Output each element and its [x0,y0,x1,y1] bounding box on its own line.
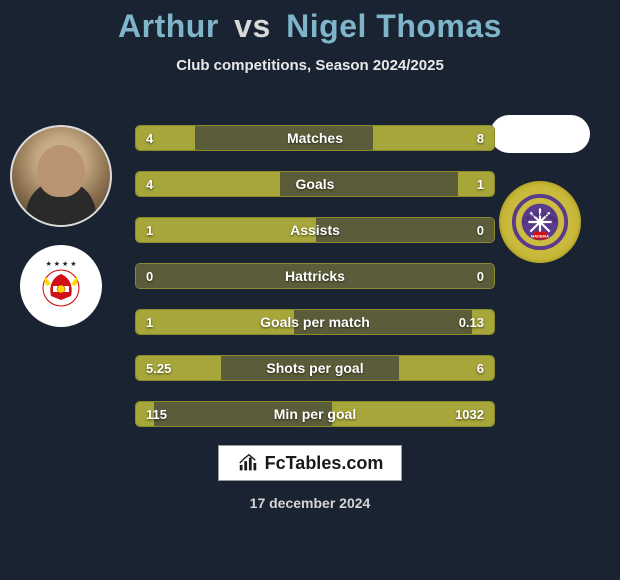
vs-label: vs [234,8,271,44]
stat-label: Goals [136,172,494,196]
stat-label: Shots per goal [136,356,494,380]
brand-text: FcTables.com [265,453,384,474]
svg-text:★ ★ ★ ★: ★ ★ ★ ★ [46,260,77,268]
stat-label: Assists [136,218,494,242]
player2-club-badge: MADEIRA C.D. NACIONAL [499,181,581,263]
stat-row: 48Matches [135,125,495,151]
player2-placeholder [490,115,590,153]
stat-row: 41Goals [135,171,495,197]
comparison-title: Arthur vs Nigel Thomas [0,0,620,45]
stat-label: Hattricks [136,264,494,288]
stat-label: Min per goal [136,402,494,426]
chart-icon [237,452,259,474]
svg-text:MADEIRA: MADEIRA [531,234,549,238]
player1-name: Arthur [118,8,219,44]
player1-photo [10,125,112,227]
stat-bars: 48Matches 41Goals 10Assists 00Hattricks 10.1… [135,125,495,427]
player1-club-badge: ★ ★ ★ ★ [20,245,102,327]
stat-label: Goals per match [136,310,494,334]
stat-row: 10.13Goals per match [135,309,495,335]
date-label: 17 december 2024 [250,495,371,511]
brand-badge: FcTables.com [218,445,403,481]
stat-label: Matches [136,126,494,150]
stat-row: 10Assists [135,217,495,243]
footer: FcTables.com 17 december 2024 [0,445,620,511]
right-avatars: MADEIRA C.D. NACIONAL [490,115,590,263]
left-avatars: ★ ★ ★ ★ [10,125,112,327]
stat-row: 00Hattricks [135,263,495,289]
stat-row: 5.256Shots per goal [135,355,495,381]
stat-row: 1151032Min per goal [135,401,495,427]
player2-name: Nigel Thomas [286,8,502,44]
subtitle: Club competitions, Season 2024/2025 [0,57,620,74]
